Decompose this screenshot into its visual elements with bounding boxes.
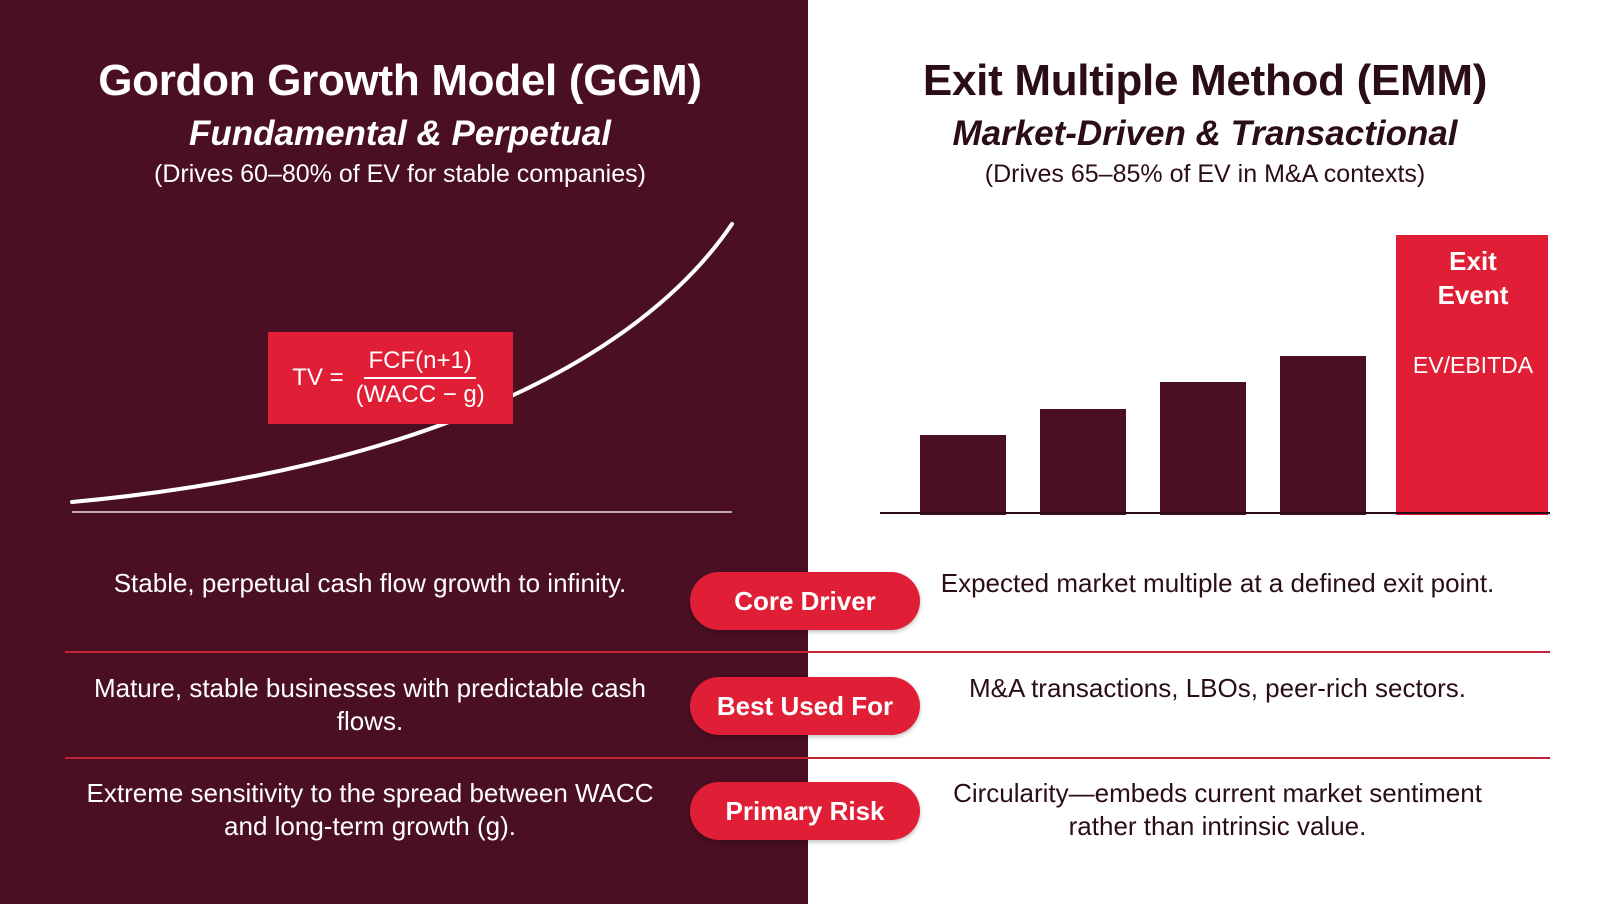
formula-denominator: (WACC − g)	[355, 381, 485, 408]
formula-fraction: FCF(n+1) (WACC − g)	[352, 347, 489, 409]
primary-risk-pill[interactable]: Primary Risk	[690, 782, 920, 840]
exit-multiple-bar-chart	[880, 220, 1550, 515]
emm-best-used-for-text: M&A transactions, LBOs, peer-rich sector…	[968, 673, 1467, 703]
ggm-primary-risk-text: Extreme sensitivity to the spread betwee…	[86, 778, 654, 841]
emm-title: Exit Multiple Method (EMM)	[922, 56, 1488, 105]
multiple-bar-1	[920, 435, 1006, 515]
emm-core-driver-text: Expected market multiple at a defined ex…	[940, 568, 1495, 598]
formula-numerator: FCF(n+1)	[364, 347, 476, 379]
exit-metric-label: EV/EBITDA	[1412, 352, 1534, 378]
exit-event-label: Exit Event	[1398, 244, 1548, 312]
row-divider-1	[65, 651, 1550, 653]
ggm-core-driver-text: Stable, perpetual cash flow growth to in…	[113, 568, 627, 598]
core-driver-pill[interactable]: Core Driver	[690, 572, 920, 630]
ggm-title: Gordon Growth Model (GGM)	[98, 56, 702, 105]
ggm-note: (Drives 60–80% of EV for stable companie…	[154, 160, 646, 188]
growth-curve-illustration	[70, 222, 734, 513]
chart-baseline	[880, 512, 1550, 514]
ggm-panel-background	[0, 0, 808, 904]
multiple-bar-4	[1280, 356, 1366, 515]
exit-event-bar	[1396, 235, 1548, 515]
multiple-bar-2	[1040, 409, 1126, 515]
tv-formula-box: TV = FCF(n+1) (WACC − g)	[268, 332, 513, 424]
ggm-subtitle: Fundamental & Perpetual	[188, 114, 612, 153]
best-used-for-pill[interactable]: Best Used For	[690, 677, 920, 735]
exit-label-line-1: Exit	[1449, 246, 1497, 276]
ggm-best-used-for-text: Mature, stable businesses with predictab…	[93, 673, 647, 736]
formula-lhs: TV =	[292, 364, 344, 391]
emm-primary-risk-text: Circularity—embeds current market sentim…	[953, 778, 1482, 841]
row-divider-2	[65, 757, 1550, 759]
multiple-bar-3	[1160, 382, 1246, 515]
emm-subtitle: Market-Driven & Transactional	[952, 114, 1458, 153]
emm-note: (Drives 65–85% of EV in M&A contexts)	[984, 160, 1426, 188]
exit-label-line-2: Event	[1437, 280, 1509, 310]
